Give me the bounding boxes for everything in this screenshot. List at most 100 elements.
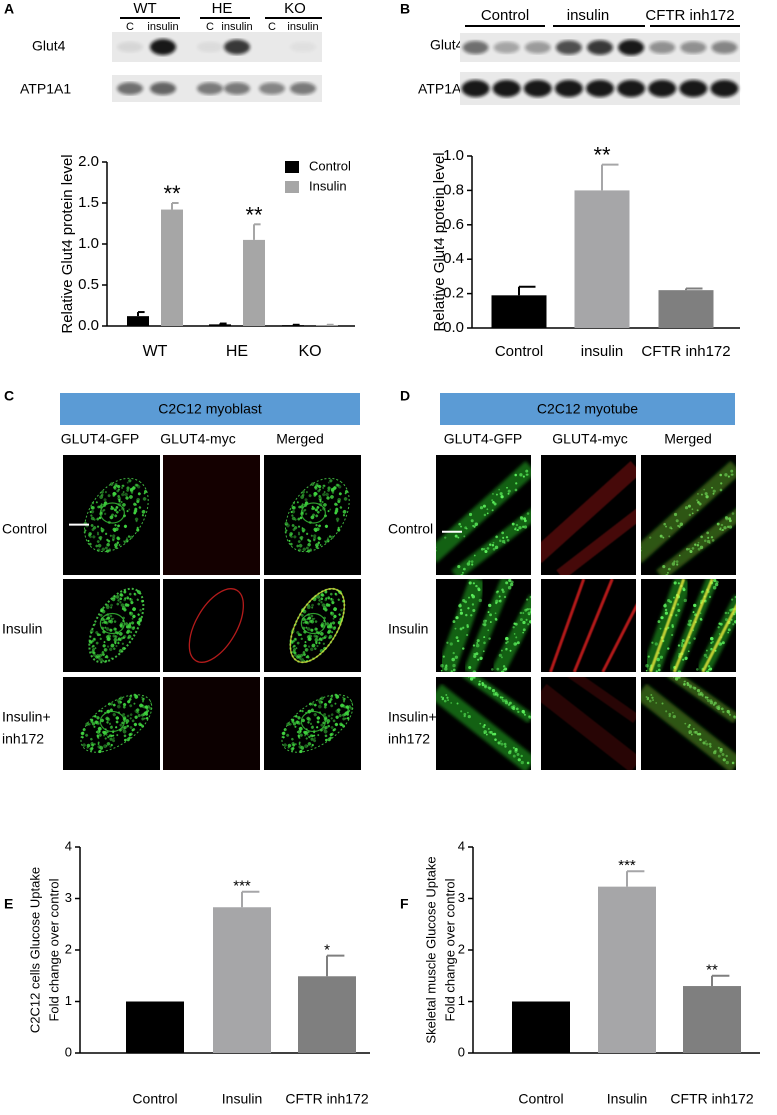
speck	[714, 582, 719, 587]
speck	[491, 544, 495, 547]
speck	[129, 726, 133, 729]
speck	[508, 701, 512, 705]
speck	[324, 635, 328, 639]
panel-label: D	[400, 388, 410, 404]
speck	[88, 542, 92, 546]
speck	[303, 659, 306, 663]
speck	[317, 537, 321, 541]
speck	[531, 597, 534, 600]
panel-label: C	[4, 388, 14, 404]
speck	[452, 663, 456, 668]
speck	[532, 764, 534, 766]
speck	[467, 672, 470, 675]
y-tick-label: 2.0	[78, 153, 99, 170]
speck	[482, 650, 485, 653]
speck	[113, 508, 117, 512]
speck	[459, 611, 463, 615]
speck	[105, 744, 108, 747]
speck	[677, 582, 680, 585]
speck	[485, 733, 488, 736]
speck	[518, 526, 522, 530]
speck	[291, 737, 294, 741]
speck	[745, 599, 748, 602]
speck	[348, 709, 351, 713]
micrograph	[436, 579, 534, 672]
speck	[306, 532, 309, 535]
blot-band	[462, 40, 489, 55]
speck	[311, 617, 315, 621]
myotube-red	[672, 579, 714, 672]
speck	[337, 710, 341, 714]
significance: *	[324, 941, 330, 958]
speck	[734, 620, 736, 624]
speck	[727, 628, 731, 632]
speck	[295, 647, 298, 650]
micrograph	[63, 455, 160, 575]
speck	[330, 695, 334, 698]
speck	[315, 524, 318, 527]
myotube-red	[656, 508, 736, 575]
row-label: Insulin	[2, 621, 42, 637]
speck	[315, 543, 319, 547]
micrograph-content	[163, 455, 260, 575]
speck	[305, 626, 308, 629]
blot-band	[649, 41, 676, 54]
speck	[677, 670, 682, 672]
speck	[476, 642, 479, 644]
speck	[100, 503, 103, 506]
speck	[463, 712, 467, 716]
speck	[311, 507, 314, 511]
micrograph	[163, 455, 260, 575]
speck	[310, 725, 314, 729]
speck	[519, 618, 523, 622]
speck	[106, 645, 110, 648]
speck	[483, 641, 486, 645]
y-tick-label: 0.2	[443, 285, 464, 302]
speck	[484, 685, 487, 689]
speck	[290, 535, 293, 539]
speck	[528, 715, 531, 719]
blot-row-label: Glut4	[32, 38, 66, 54]
speck	[100, 527, 103, 530]
speck	[462, 647, 465, 650]
speck	[119, 597, 123, 601]
speck	[466, 672, 469, 675]
speck	[296, 544, 300, 548]
speck	[501, 588, 504, 592]
speck	[502, 668, 505, 671]
speck	[298, 726, 303, 731]
y-tick-label: 0.0	[78, 317, 99, 334]
speck	[93, 725, 96, 728]
speck	[498, 595, 501, 598]
myotube	[436, 461, 531, 563]
speck	[513, 633, 516, 635]
speck	[99, 745, 104, 750]
speck	[512, 754, 516, 758]
speck	[524, 713, 526, 716]
speck	[301, 710, 304, 713]
speck	[125, 496, 129, 500]
speck	[342, 509, 347, 514]
speck	[132, 728, 136, 731]
speck	[291, 509, 296, 514]
y-tick-label: 1.5	[78, 194, 99, 211]
speck	[298, 737, 301, 740]
speck	[319, 498, 322, 502]
nucleus	[99, 612, 125, 635]
micrograph-bg	[163, 579, 260, 672]
speck	[311, 603, 314, 607]
speck	[93, 715, 97, 718]
speck	[526, 608, 529, 611]
speck	[346, 717, 350, 720]
x-tick-label: Control	[132, 1091, 177, 1107]
speck	[136, 598, 139, 601]
speck	[144, 490, 148, 493]
speck	[290, 510, 293, 514]
speck	[116, 704, 121, 709]
speck	[468, 512, 473, 517]
y-tick-label: 0	[65, 1044, 72, 1059]
speck	[308, 494, 312, 498]
speck	[526, 598, 529, 601]
speck	[669, 600, 672, 604]
speck	[472, 582, 475, 585]
